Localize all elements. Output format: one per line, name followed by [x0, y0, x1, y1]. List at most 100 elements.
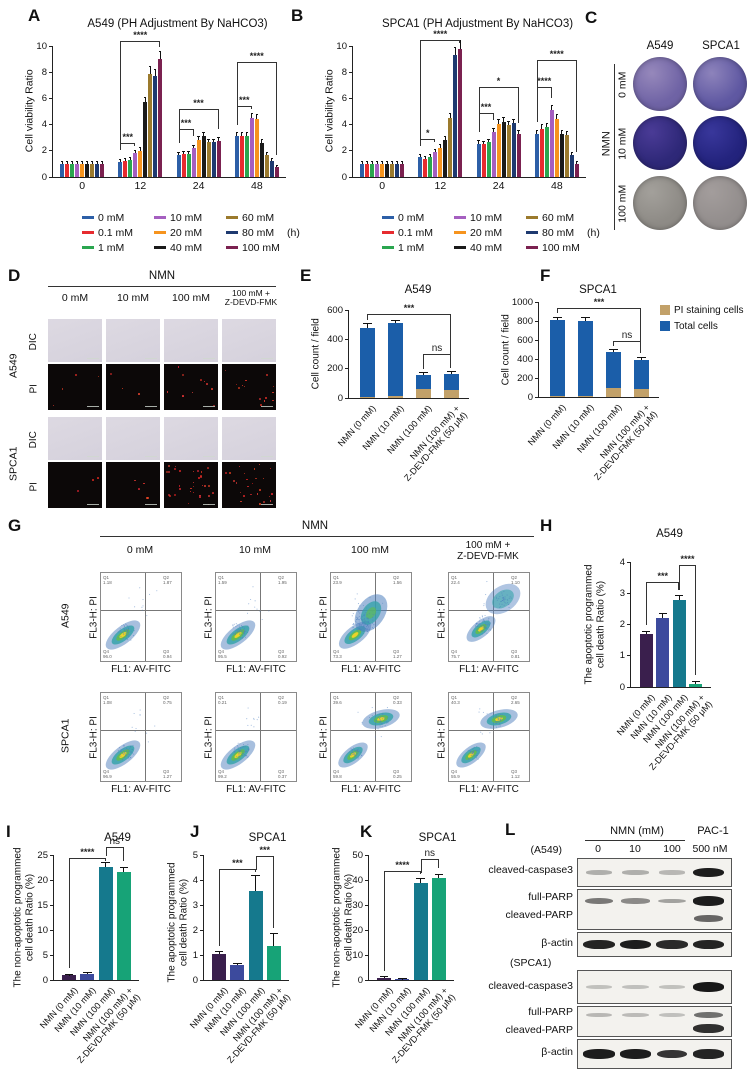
- error-bar-cap: [395, 161, 399, 163]
- quadrant-stat: Q3 0.94: [163, 649, 172, 659]
- y-tick: [200, 904, 204, 906]
- dic-image: [48, 417, 102, 460]
- y-tick-label: 1: [619, 650, 625, 662]
- pi-image: [222, 462, 276, 508]
- error-bar-cap: [517, 130, 520, 132]
- error-bar: [503, 118, 504, 122]
- error-bar: [386, 162, 388, 164]
- sig-bracket: [236, 61, 277, 63]
- pi-cell-dot: [197, 476, 200, 479]
- dic-image: [106, 319, 160, 362]
- error-bar: [394, 321, 396, 324]
- scatter-cluster: [105, 587, 158, 650]
- x-category-label: 12: [434, 180, 447, 192]
- legend-item: 40 mM: [154, 240, 226, 255]
- well-a549-0mm: [633, 57, 687, 111]
- error-bar-cap: [60, 161, 64, 163]
- sig-label: ***: [238, 95, 250, 106]
- y-tick-label: 0: [42, 974, 48, 986]
- label-spca1-cleaved-parp: cleaved-PARP: [505, 1024, 573, 1036]
- protein-band: [583, 1049, 615, 1059]
- error-bar: [561, 130, 563, 134]
- pi-cell-dot: [203, 380, 205, 382]
- flow-y-axis-label: FL3-H: PI: [436, 716, 448, 759]
- pi-image: [222, 364, 276, 410]
- pi-cell-dot: [166, 470, 169, 473]
- error-bar: [256, 115, 258, 120]
- error-bar: [361, 162, 363, 164]
- pi-cell-dot: [199, 379, 202, 382]
- panel-l-lane-pac: 500 nM: [692, 843, 728, 855]
- pi-cell-dot: [238, 465, 241, 468]
- panel-label-c: C: [585, 8, 598, 27]
- scatter-cluster: [220, 586, 270, 650]
- flow-plot-spca1-100mm: Q1 39.6 Q2 0.33 Q3 0.25 Q4 59.8 FL3-H: PI FL1…: [319, 692, 412, 795]
- bar: [80, 163, 84, 177]
- pi-cell-dot: [199, 474, 202, 477]
- error-bar-cap: [260, 139, 263, 141]
- protein-band: [622, 985, 649, 989]
- legend-item: 100 mM: [226, 240, 298, 255]
- sig-bracket: [69, 857, 106, 859]
- pi-cell-dot: [252, 483, 254, 485]
- pi-cell-dot: [199, 495, 202, 498]
- y-tick: [627, 655, 631, 657]
- sig-bracket-side: [217, 108, 219, 130]
- legend-label: 10 mM: [170, 211, 203, 224]
- error-bar: [439, 145, 441, 148]
- protein-band: [656, 940, 688, 949]
- y-tick-label: 1: [192, 949, 198, 961]
- legend-item: 80 mM: [226, 225, 298, 240]
- bar: [486, 142, 491, 177]
- error-bar-cap: [235, 132, 238, 134]
- quadrant-stat: Q1 1.18: [103, 575, 112, 585]
- error-bar: [198, 136, 199, 140]
- error-bar: [483, 141, 484, 145]
- x-category-label: 24: [492, 180, 505, 192]
- bar: [605, 387, 621, 397]
- pi-cell-dot: [263, 501, 266, 504]
- bar: [501, 121, 506, 177]
- error-bar: [438, 874, 440, 878]
- error-bar: [576, 162, 578, 164]
- flow-x-axis-label: FL1: AV-FITC: [341, 784, 401, 795]
- sig-label: ***: [480, 101, 492, 112]
- bar: [390, 163, 394, 177]
- quadrant-stat: Q2 1.56: [393, 575, 402, 585]
- error-bar-cap: [197, 135, 200, 137]
- label-spca1-actin: β-actin: [541, 1046, 573, 1058]
- pi-cell-dot: [243, 385, 246, 388]
- flow-plot-a549-100mm: Q1 23.9 Q2 1.56 Q3 1.27 Q4 73.3 FL3-H: PI FL1…: [319, 572, 412, 675]
- sig-label: ns: [621, 330, 633, 342]
- pi-cell-dot: [272, 386, 274, 388]
- error-bar: [246, 133, 248, 137]
- error-bar-cap: [418, 372, 428, 374]
- sig-bracket-side: [420, 40, 422, 146]
- error-bar-cap: [550, 104, 553, 106]
- error-bar-cap: [658, 612, 667, 614]
- sig-bracket-side: [434, 139, 436, 142]
- well-a549-100mm: [633, 176, 687, 230]
- bar: [539, 128, 544, 177]
- error-bar-cap: [134, 150, 137, 152]
- error-bar-cap: [255, 114, 258, 116]
- legend-swatch: [526, 246, 538, 249]
- error-bar-cap: [608, 349, 618, 351]
- sig-bracket-side: [640, 341, 642, 354]
- y-tick: [345, 397, 349, 399]
- legend-item: 1 mM: [382, 240, 454, 255]
- y-tick: [49, 124, 53, 126]
- y-tick: [50, 854, 54, 856]
- y-tick-label: 2: [619, 619, 625, 630]
- panel-label-b: B: [291, 6, 304, 25]
- bar: [216, 140, 221, 177]
- scale-bar: [145, 357, 157, 359]
- quadrant-stat: Q1 40.3: [451, 695, 460, 705]
- y-tick: [349, 124, 353, 126]
- panel-g-col-3: 100 mM + Z-DEVD-FMK: [457, 540, 519, 562]
- bar: [544, 127, 549, 177]
- bar: [375, 163, 379, 177]
- sig-bracket: [613, 341, 641, 343]
- error-bar: [536, 130, 538, 134]
- error-bar: [129, 158, 131, 160]
